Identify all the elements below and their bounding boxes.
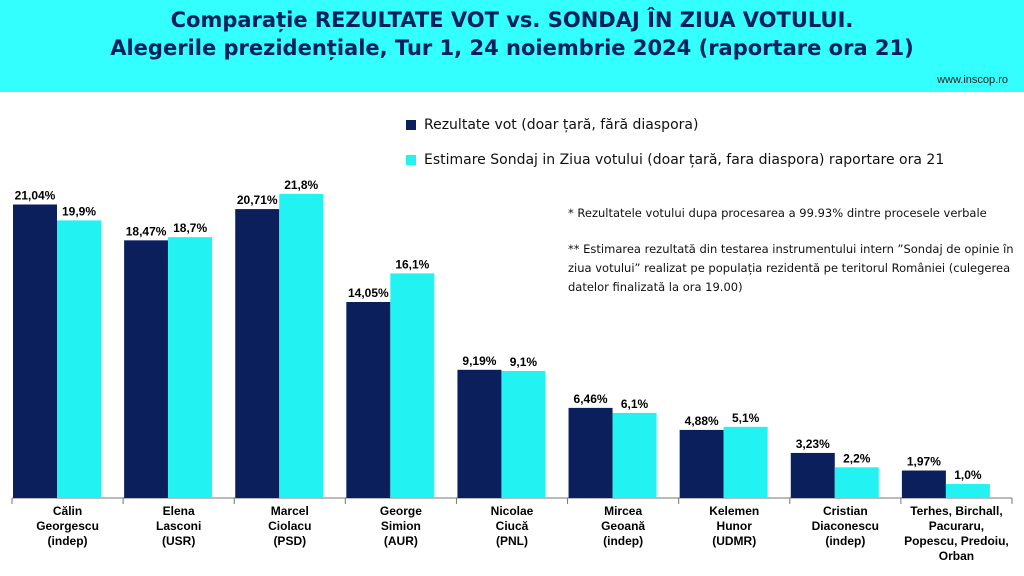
data-label-poll: 18,7%	[173, 221, 207, 235]
data-label-vote: 20,71%	[237, 193, 278, 207]
data-label-vote: 21,04%	[15, 188, 56, 202]
bar-poll	[501, 371, 546, 498]
chart-title-line1: Comparație REZULTATE VOT vs. SONDAJ ÎN Z…	[170, 8, 854, 32]
bar-poll	[279, 193, 324, 498]
data-label-poll: 21,8%	[284, 178, 318, 192]
data-label-vote: 9,19%	[462, 354, 496, 368]
category-label: Nicolae	[491, 504, 534, 518]
category-label: (indep)	[603, 534, 643, 548]
legend-item-vote: Rezultate vot (doar țară, fără diaspora)	[406, 117, 698, 133]
category-label: Elena	[163, 504, 195, 518]
category-label: (PNL)	[496, 534, 528, 548]
category-label: (PSD)	[273, 534, 306, 548]
category-label: Popescu, Predoiu,	[904, 534, 1009, 548]
category-label: Pacuraru,	[929, 519, 984, 533]
category-label: Orban	[939, 549, 974, 563]
footnote-poll: ** Estimarea rezultată din testarea inst…	[568, 242, 1014, 294]
category-label: Hunor	[717, 519, 753, 533]
legend-swatch-vote	[406, 120, 416, 130]
data-label-poll: 2,2%	[843, 451, 871, 465]
category-label: (indep)	[825, 534, 865, 548]
data-label-poll: 1,0%	[954, 468, 982, 482]
legend-label-poll: Estimare Sondaj in Ziua votului (doar ța…	[424, 152, 945, 168]
bar-vote	[13, 204, 57, 498]
category-label: Terhes, Birchall,	[910, 504, 1002, 518]
bar-vote	[679, 429, 724, 498]
category-label: (UDMR)	[712, 534, 756, 548]
category-label: Lasconi	[156, 519, 201, 533]
data-label-poll: 5,1%	[732, 411, 760, 425]
bar-vote	[568, 407, 613, 498]
category-label: Cristian	[823, 504, 868, 518]
bar-vote	[901, 470, 946, 498]
bar-poll	[945, 484, 990, 498]
data-label-vote: 1,97%	[907, 455, 941, 469]
bar-poll	[168, 237, 213, 498]
category-label: Călin	[53, 504, 82, 518]
category-label: (USR)	[162, 534, 195, 548]
source-url: www.inscop.ro	[937, 74, 1008, 86]
data-label-vote: 14,05%	[348, 286, 389, 300]
category-label: George	[380, 504, 422, 518]
bar-vote	[457, 369, 502, 498]
title-banner: Comparație REZULTATE VOT vs. SONDAJ ÎN Z…	[0, 0, 1024, 92]
legend-item-poll: Estimare Sondaj in Ziua votului (doar ța…	[406, 152, 944, 168]
bar-poll	[723, 426, 768, 498]
bar-poll	[390, 273, 435, 498]
legend-swatch-poll	[406, 155, 416, 165]
footnote-votes: * Rezultatele votului dupa procesarea a …	[568, 206, 987, 220]
category-label: Geoană	[601, 519, 645, 533]
bar-vote	[124, 240, 169, 498]
bar-poll	[834, 467, 879, 498]
data-label-vote: 6,46%	[574, 392, 608, 406]
data-label-vote: 4,88%	[685, 414, 719, 428]
data-label-vote: 18,47%	[126, 224, 167, 238]
data-label-vote: 3,23%	[796, 437, 830, 451]
data-label-poll: 6,1%	[621, 397, 649, 411]
data-label-poll: 19,9%	[62, 204, 96, 218]
category-label: Kelemen	[709, 504, 759, 518]
bar-vote	[235, 209, 280, 498]
category-label: Simion	[381, 519, 421, 533]
category-label: (indep)	[48, 534, 88, 548]
chart-title-line2: Alegerile prezidențiale, Tur 1, 24 noiem…	[110, 36, 914, 60]
bar-poll	[612, 412, 657, 498]
data-label-poll: 9,1%	[510, 355, 538, 369]
category-label: Ciolacu	[268, 519, 311, 533]
bar-poll	[57, 220, 101, 498]
bar-vote	[790, 452, 835, 498]
data-label-poll: 16,1%	[395, 257, 429, 271]
category-label: Diaconescu	[812, 519, 879, 533]
category-label: (AUR)	[384, 534, 418, 548]
category-label: Ciucă	[496, 519, 529, 533]
bar-vote	[346, 302, 391, 498]
category-label: Mircea	[604, 504, 642, 518]
legend-label-vote: Rezultate vot (doar țară, fără diaspora)	[424, 117, 699, 133]
category-label: Marcel	[271, 504, 309, 518]
category-label: Georgescu	[36, 519, 99, 533]
